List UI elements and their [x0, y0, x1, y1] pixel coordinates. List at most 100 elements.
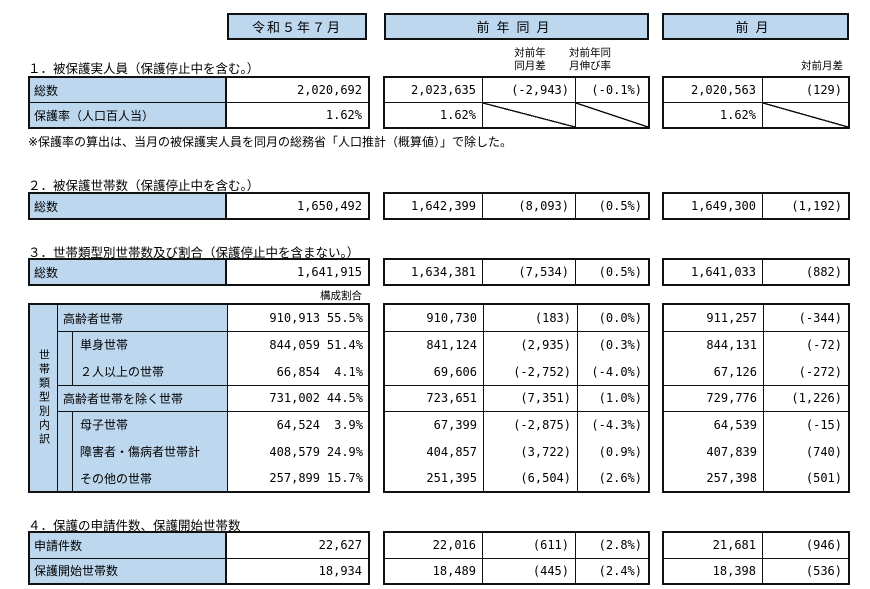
value-cell: 1.62% — [664, 103, 763, 127]
value-cell: 21,681 — [664, 533, 763, 558]
rate-cell: (-4.0%) — [591, 364, 642, 379]
section2-title: ２．被保護世帯数（保護停止中を含む。） — [28, 178, 260, 193]
value-cell: 1.62% — [325, 108, 362, 122]
row-label: 障害者・傷病者世帯計 — [80, 445, 201, 459]
row-label: 母子世帯 — [80, 418, 129, 432]
composition-ratio-header: 構成割合 — [320, 290, 362, 302]
share-cell: 3.9% — [334, 417, 363, 432]
rate-cell: (0.0%) — [598, 311, 642, 325]
col-header-prev-year-rate-line2: 月伸び率 — [569, 60, 611, 72]
value-cell: 69,606 — [433, 364, 477, 379]
diff-cell: (882) — [805, 265, 842, 279]
table-row: 保護率（人口百人当） 1.62% — [30, 103, 368, 127]
count-cell: 844,059 — [269, 337, 320, 352]
row-label: ２人以上の世帯 — [80, 365, 165, 379]
count-cell: 408,579 — [269, 444, 320, 459]
diff-cell: (7,351) — [520, 391, 571, 405]
value-cell: 729,776 — [706, 391, 757, 405]
table-row: 1,641,033 (882) — [664, 260, 848, 284]
row-label: 申請件数 — [30, 533, 227, 558]
value-cell: 22,016 — [385, 533, 483, 558]
diff-cell: (946) — [805, 538, 842, 553]
col-header-prev-year-rate: 対前年同 月伸び率 — [566, 47, 614, 73]
value-cell: 18,934 — [318, 563, 362, 578]
share-cell: 15.7% — [326, 471, 363, 485]
value-cell: 841,124 — [426, 337, 477, 352]
section2-prev-month-table: 1,649,300 (1,192) — [662, 192, 850, 220]
table-row: 69,606 (-2,752) (-4.0%) — [385, 358, 648, 385]
section3-total-current-table: 総数 1,641,915 — [28, 258, 370, 286]
household-type-prev-month-table: 911,257 (-344) 844,131 (-72) 67,126 (-27… — [662, 303, 850, 493]
section4-title: ４．保護の申請件数、保護開始世帯数 — [28, 518, 241, 533]
col-header-prev-month-diff: 対前月差 — [801, 60, 843, 72]
value-column-background — [227, 305, 368, 491]
row-label: 総数 — [30, 260, 227, 284]
share-cell: 55.5% — [326, 311, 363, 325]
rate-cell: (0.3%) — [598, 337, 642, 352]
col-header-prev-year-diff: 対前年 同月差 — [483, 47, 577, 73]
table-row: 911,257 (-344) — [664, 305, 848, 331]
diff-cell: (-272) — [798, 364, 842, 379]
divider — [664, 411, 848, 412]
household-type-side-label: 世帯類型別内訳 — [37, 349, 51, 447]
table-row: 総数 2,020,692 — [30, 78, 368, 103]
rate-cell: (0.5%) — [598, 199, 642, 213]
divider — [72, 411, 73, 491]
divider — [57, 305, 58, 491]
table-row: 1.62% — [385, 103, 648, 127]
section4-current-table: 申請件数 22,627 保護開始世帯数 18,934 — [28, 531, 370, 585]
table-row: 257,398 (501) — [664, 465, 848, 491]
rate-cell: (-0.1%) — [591, 83, 642, 97]
section3-total-prev-year-table: 1,634,381 (7,534) (0.5%) — [383, 258, 650, 286]
col-header-prev-year-diff-line2: 同月差 — [514, 60, 546, 72]
section1-title: １．被保護実人員（保護停止中を含む。） — [28, 61, 260, 76]
table-row: 404,857 (3,722) (0.9%) — [385, 438, 648, 465]
divider — [763, 305, 764, 491]
section1-prev-year-table: 2,023,635 (-2,943) (-0.1%) 1.62% — [383, 76, 650, 129]
section2-prev-year-table: 1,642,399 (8,093) (0.5%) — [383, 192, 650, 220]
value-cell: 407,839 — [706, 444, 757, 459]
value-row: 66,854 4.1% — [227, 358, 368, 385]
divider — [57, 331, 368, 332]
table-row: 251,395 (6,504) (2.6%) — [385, 465, 648, 491]
table-row: 総数 1,650,492 — [30, 194, 368, 218]
diff-cell: (8,093) — [483, 194, 576, 218]
table-row: 1,649,300 (1,192) — [664, 194, 848, 218]
table-row: 407,839 (740) — [664, 438, 848, 465]
value-cell: 723,651 — [426, 391, 477, 405]
value-cell: 1,634,381 — [385, 260, 483, 284]
value-cell: 1,642,399 — [385, 194, 483, 218]
current-month-header-box: 令和５年７月 — [227, 13, 367, 40]
value-cell: 911,257 — [706, 311, 757, 325]
row-label: 総数 — [30, 78, 227, 102]
value-cell: 67,126 — [713, 364, 757, 379]
table-row: 910,730 (183) (0.0%) — [385, 305, 648, 331]
value-row: 408,579 24.9% — [227, 438, 368, 465]
divider — [57, 411, 368, 412]
table-row: 2,020,563 (129) — [664, 78, 848, 103]
table-row: 67,126 (-272) — [664, 358, 848, 385]
value-cell: 18,489 — [385, 558, 483, 583]
diff-cell: (1,226) — [791, 391, 842, 405]
section1-current-table: 総数 2,020,692 保護率（人口百人当） 1.62% — [28, 76, 370, 129]
share-cell: 44.5% — [326, 391, 363, 405]
diff-cell: (-344) — [798, 311, 842, 325]
value-cell: 1,650,492 — [296, 199, 362, 213]
table-row: 18,398 (536) — [664, 558, 848, 583]
diff-cell: (445) — [483, 558, 576, 583]
value-cell: 18,398 — [664, 558, 763, 583]
diff-cell: (536) — [805, 563, 842, 578]
value-cell: 64,539 — [713, 417, 757, 432]
value-row: 844,059 51.4% — [227, 331, 368, 358]
rate-cell: (-4.3%) — [591, 417, 642, 432]
diff-cell: (-2,875) — [513, 417, 571, 432]
count-cell: 910,913 — [269, 311, 320, 325]
count-cell: 66,854 — [276, 364, 320, 379]
row-label: 保護率（人口百人当） — [30, 103, 227, 127]
table-row: 723,651 (7,351) (1.0%) — [385, 385, 648, 411]
section4-prev-month-table: 21,681 (946) 18,398 (536) — [662, 531, 850, 585]
value-cell: 1,641,915 — [296, 265, 362, 279]
diff-cell: (611) — [483, 533, 576, 558]
prev-month-header-box: 前月 — [662, 13, 849, 40]
